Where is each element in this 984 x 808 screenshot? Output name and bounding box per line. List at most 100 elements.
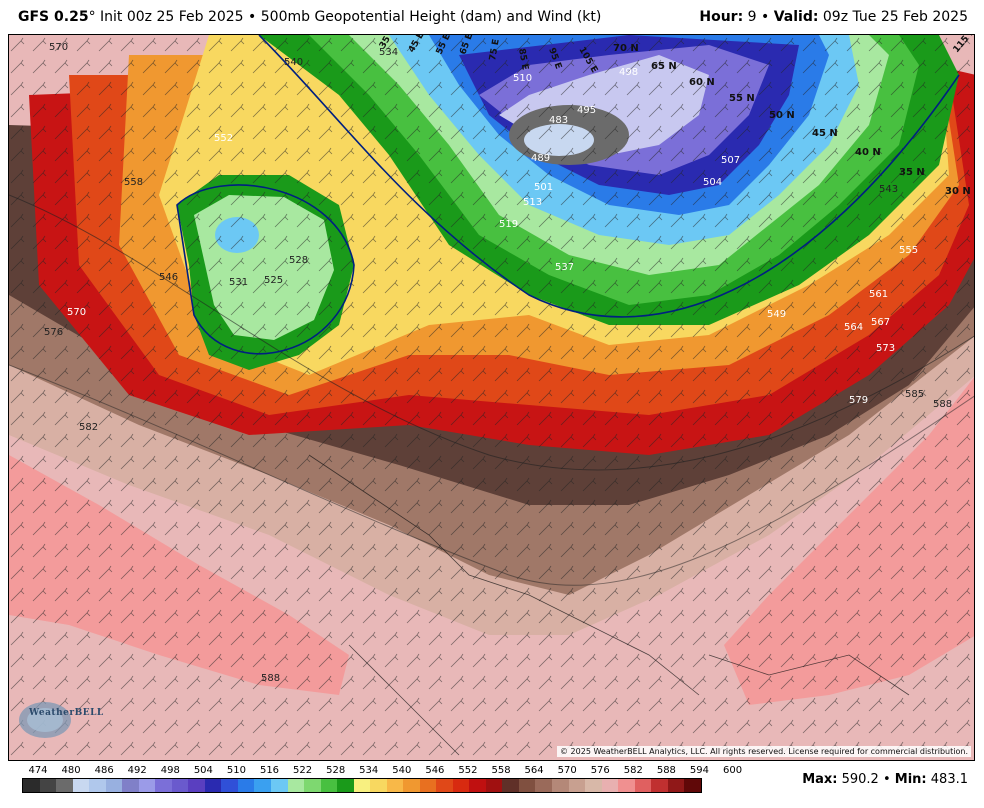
lat-label: 40 N [855,147,881,158]
legend-swatch [684,779,701,792]
contour-label: 504 [703,177,722,188]
max-value: 590.2 [837,772,879,787]
contour-line [9,364,974,586]
legend-swatch [403,779,420,792]
legend-swatch [122,779,139,792]
legend-label: 486 [94,765,114,776]
contour-label: 501 [534,182,553,193]
copyright-notice: © 2025 WeatherBELL Analytics, LLC. All r… [557,746,971,757]
legend-label: 570 [557,765,577,776]
contour-label: 588 [933,399,952,410]
legend-swatch [353,779,371,792]
lat-label: 55 N [729,93,755,104]
contour-label: 528 [289,255,308,266]
legend-label: 546 [425,765,445,776]
border-line [308,454,700,696]
legend-label: 582 [623,765,643,776]
border-line [348,644,460,756]
legend-swatch [618,779,635,792]
model-name: GFS 0.25 [18,9,89,25]
legend-swatch [23,779,40,792]
legend-swatch [188,779,205,792]
contour-line [176,184,355,355]
product-name: 500mb Geopotential Height (dam) and Wind… [260,9,602,25]
legend-swatch [39,779,57,792]
contour-label: 588 [261,673,280,684]
legend-label: 552 [458,765,478,776]
separator: • [243,9,261,25]
legend-swatch [386,779,404,792]
contour-label: 564 [844,322,863,333]
degree-mark: ° [88,9,96,25]
legend-swatch [320,779,338,792]
legend-swatch [171,779,189,792]
contour-label: 549 [767,309,786,320]
legend-label: 564 [524,765,544,776]
legend-swatch [436,779,453,792]
legend-swatch [667,779,685,792]
hour-label: Hour: [699,9,744,25]
legend-swatch [502,779,519,792]
separator: • [756,9,774,25]
legend-swatch [419,779,437,792]
legend-swatch [585,779,602,792]
contour-label: 570 [49,42,68,53]
lat-label: 30 N [945,186,971,197]
legend-swatch [601,779,619,792]
contour-label: 495 [577,105,596,116]
lat-label: 35 N [899,167,925,178]
contour-label: 483 [549,115,568,126]
map-panel[interactable]: 570 552 558 546 528 525 531 570 576 582 … [8,34,975,761]
valid-label: Valid: [773,9,819,25]
legend-label: 480 [61,765,81,776]
contour-label: 567 [871,317,890,328]
legend-swatch [89,779,106,792]
contour-label: 582 [79,422,98,433]
legend-label: 576 [590,765,610,776]
legend-label: 498 [160,765,180,776]
legend-labels: 474 480 486 492 498 504 510 516 522 528 534 540 546 5… [22,763,742,779]
contour-label: 552 [214,133,233,144]
logo-mark-icon [19,702,71,738]
legend-label: 516 [259,765,280,776]
legend-label: 510 [226,765,246,776]
legend-swatch [337,779,354,792]
legend-swatch [370,779,387,792]
logo-text: WeatherBELL [29,708,104,718]
legend-label: 522 [293,765,313,776]
legend-swatch [254,779,271,792]
contour-label: 531 [229,277,248,288]
legend-label: 588 [656,765,676,776]
lat-label: 60 N [689,77,715,88]
legend-label: 534 [359,765,379,776]
max-min-stats: Max: 590.2 • Min: 483.1 [802,772,968,787]
contour-line [9,194,974,471]
legend-swatch [535,779,552,792]
valid-info: Hour: 9 • Valid: 09z Tue 25 Feb 2025 [699,0,968,34]
legend-swatch [72,779,90,792]
contour-label: 534 [379,47,398,58]
contour-label: 507 [721,155,740,166]
contour-label: 489 [531,153,550,164]
contour-label: 561 [869,289,888,300]
min-label: Min: [894,772,927,787]
legend-swatch [56,779,73,792]
contour-label: 555 [899,245,918,256]
legend-swatch [452,779,470,792]
legend-label: 492 [127,765,147,776]
height-map: 570 552 558 546 528 525 531 570 576 582 … [9,35,974,760]
legend-label: 594 [689,765,709,776]
contour-label: 585 [905,389,924,400]
contour-label: 519 [499,219,518,230]
lat-label: 65 N [651,61,677,72]
legend-label: 600 [722,765,743,776]
contour-label: 537 [555,262,574,273]
color-legend: 474 480 486 492 498 504 510 516 522 528 534 540 546 5… [22,763,742,797]
legend-label: 558 [491,765,511,776]
hour-value: 9 [743,9,757,25]
contour-label: 546 [159,272,178,283]
contour-label: 498 [619,67,638,78]
max-label: Max: [802,772,838,787]
contour-label: 510 [513,73,532,84]
legend-swatch [155,779,172,792]
